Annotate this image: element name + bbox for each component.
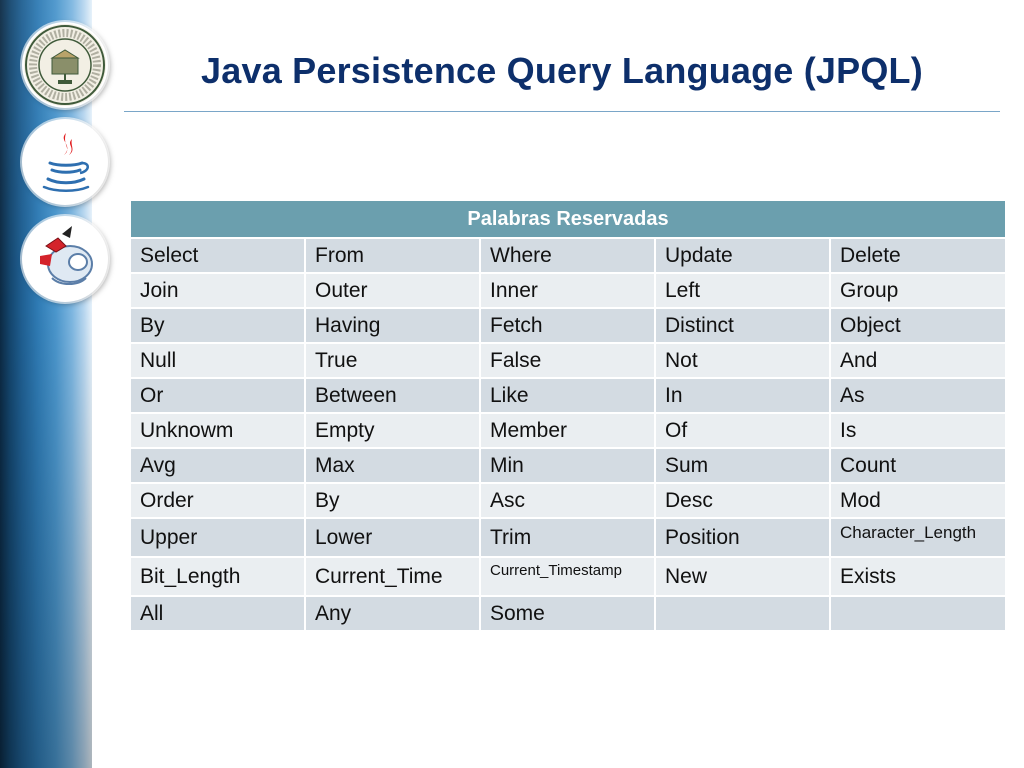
table-cell: Character_Length	[828, 517, 1008, 558]
table-row: Or Between Like In As	[129, 377, 1008, 414]
table-cell: Max	[304, 447, 481, 484]
duke-mascot-icon	[22, 216, 108, 302]
table-row: Upper Lower Trim Position Character_Leng…	[129, 517, 1008, 558]
table-cell: Asc	[479, 482, 656, 519]
table-cell: From	[304, 237, 481, 274]
table-cell: Sum	[654, 447, 831, 484]
table-cell	[654, 595, 831, 632]
side-decoration-bar	[0, 0, 92, 768]
table-cell: Lower	[304, 517, 481, 558]
table-cell: Exists	[828, 556, 1008, 597]
table-cell: Having	[304, 307, 481, 344]
reserved-words-table: Palabras Reservadas Select From Where Up…	[128, 199, 1008, 632]
table-cell: Position	[654, 517, 831, 558]
table-cell: New	[654, 556, 831, 597]
table-cell: Min	[479, 447, 656, 484]
table-row: Unknowm Empty Member Of Is	[129, 412, 1008, 449]
table-cell: Current_Time	[304, 556, 481, 597]
table-cell: True	[304, 342, 481, 379]
table-header: Palabras Reservadas	[128, 199, 1008, 239]
table-row: Avg Max Min Sum Count	[129, 447, 1008, 484]
table-cell: False	[479, 342, 656, 379]
table-row: All Any Some	[129, 595, 1008, 632]
table-cell: Object	[828, 307, 1008, 344]
table-cell: Not	[654, 342, 831, 379]
table-row: Join Outer Inner Left Group	[129, 272, 1008, 309]
java-logo-icon	[22, 119, 108, 205]
table-cell: Unknowm	[129, 412, 306, 449]
table-cell: Null	[129, 342, 306, 379]
slide-title: Java Persistence Query Language (JPQL)	[201, 50, 923, 91]
table-cell: Between	[304, 377, 481, 414]
table-cell: Group	[828, 272, 1008, 309]
table-cell: Where	[479, 237, 656, 274]
table-cell: Delete	[828, 237, 1008, 274]
table-row: By Having Fetch Distinct Object	[129, 307, 1008, 344]
table-cell: As	[828, 377, 1008, 414]
table-cell: By	[129, 307, 306, 344]
table-cell: Distinct	[654, 307, 831, 344]
table-cell: Upper	[129, 517, 306, 558]
table-cell: Is	[828, 412, 1008, 449]
table-cell: Update	[654, 237, 831, 274]
table-cell: Any	[304, 595, 481, 632]
table-cell: And	[828, 342, 1008, 379]
table-cell: Member	[479, 412, 656, 449]
table-cell: Count	[828, 447, 1008, 484]
table-row: Bit_Length Current_Time Current_Timestam…	[129, 556, 1008, 597]
table-cell: Left	[654, 272, 831, 309]
table-cell: Inner	[479, 272, 656, 309]
table-cell: Desc	[654, 482, 831, 519]
table-cell: Bit_Length	[129, 556, 306, 597]
table-cell: Join	[129, 272, 306, 309]
table-cell: Or	[129, 377, 306, 414]
table-row: Select From Where Update Delete	[129, 237, 1008, 274]
table-cell: Current_Timestamp	[479, 556, 656, 597]
table-cell: In	[654, 377, 831, 414]
table-row: Null True False Not And	[129, 342, 1008, 379]
table-cell: Trim	[479, 517, 656, 558]
table-cell: Empty	[304, 412, 481, 449]
title-divider	[124, 111, 1000, 112]
table-cell: Like	[479, 377, 656, 414]
table-cell: Of	[654, 412, 831, 449]
table-cell: Some	[479, 595, 656, 632]
table-cell: Outer	[304, 272, 481, 309]
university-seal-icon	[22, 22, 108, 108]
table-cell	[828, 595, 1008, 632]
table-cell: Select	[129, 237, 306, 274]
table-cell: All	[129, 595, 306, 632]
table-cell: Order	[129, 482, 306, 519]
table-cell: Mod	[828, 482, 1008, 519]
table-cell: By	[304, 482, 481, 519]
table-cell: Fetch	[479, 307, 656, 344]
side-bar-shading	[0, 0, 92, 768]
table-row: Order By Asc Desc Mod	[129, 482, 1008, 519]
table-cell: Avg	[129, 447, 306, 484]
